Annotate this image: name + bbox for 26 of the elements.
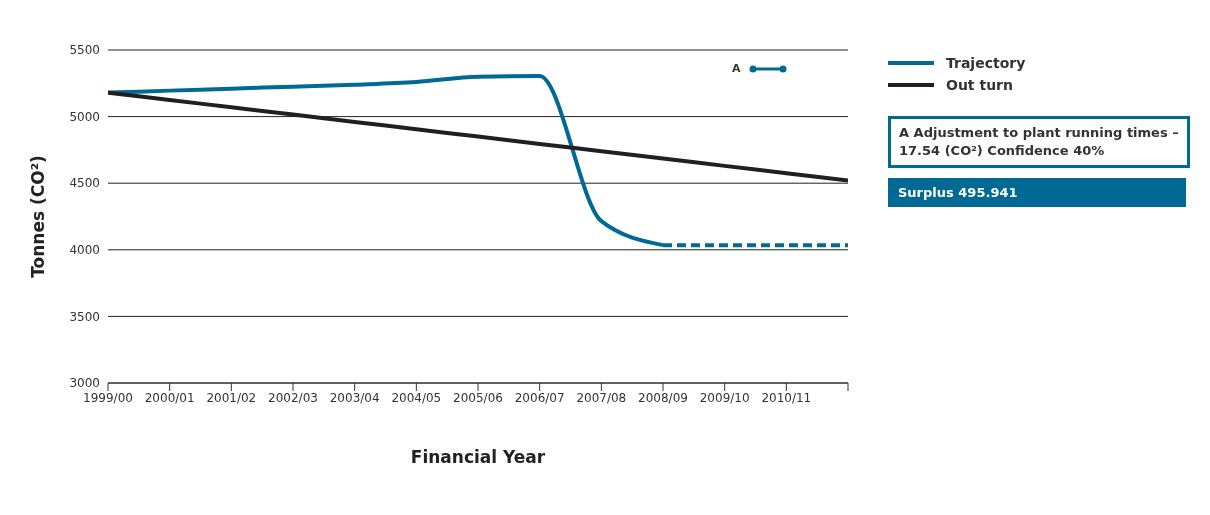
x-tick-label: 2008/09 (638, 390, 688, 405)
x-tick-label: 2009/10 (699, 390, 750, 405)
legend-label: Out turn (946, 77, 1013, 93)
x-axis-title: Financial Year (410, 447, 546, 467)
annotation: A (732, 62, 741, 75)
x-tick-label: 1999/00 (83, 390, 133, 405)
y-tick-label: 4000 (69, 243, 100, 258)
text: A Adjustment to plant running times – 17.54 (CO²) Confidence 40% (888, 116, 1190, 168)
x-tick-label: 2001/02 (206, 390, 257, 405)
y-tick-label: 4500 (69, 176, 100, 191)
x-tick-label: 2003/04 (329, 390, 380, 405)
y-tick-label: 3500 (69, 309, 100, 324)
x-tick-label: 2004/05 (391, 390, 442, 405)
y-tick-label: 5500 (69, 43, 100, 58)
x-tick-label: 2002/03 (268, 390, 318, 405)
text: Surplus 495.941 (888, 178, 1186, 207)
x-tick-label: 2006/07 (514, 390, 565, 405)
x-tick-label: 2005/06 (453, 390, 503, 405)
y-tick-label: 5000 (69, 109, 100, 124)
x-tick-label: 2000/01 (144, 390, 195, 405)
y-tick-label: 3000 (69, 376, 100, 391)
line-series (108, 90, 848, 183)
x-tick-label: 2007/08 (576, 390, 627, 405)
x-tick-label: 2010/11 (761, 390, 812, 405)
legend-label: Trajectory (946, 55, 1026, 71)
y-axis-title: Tonnes (CO²) (28, 155, 49, 278)
